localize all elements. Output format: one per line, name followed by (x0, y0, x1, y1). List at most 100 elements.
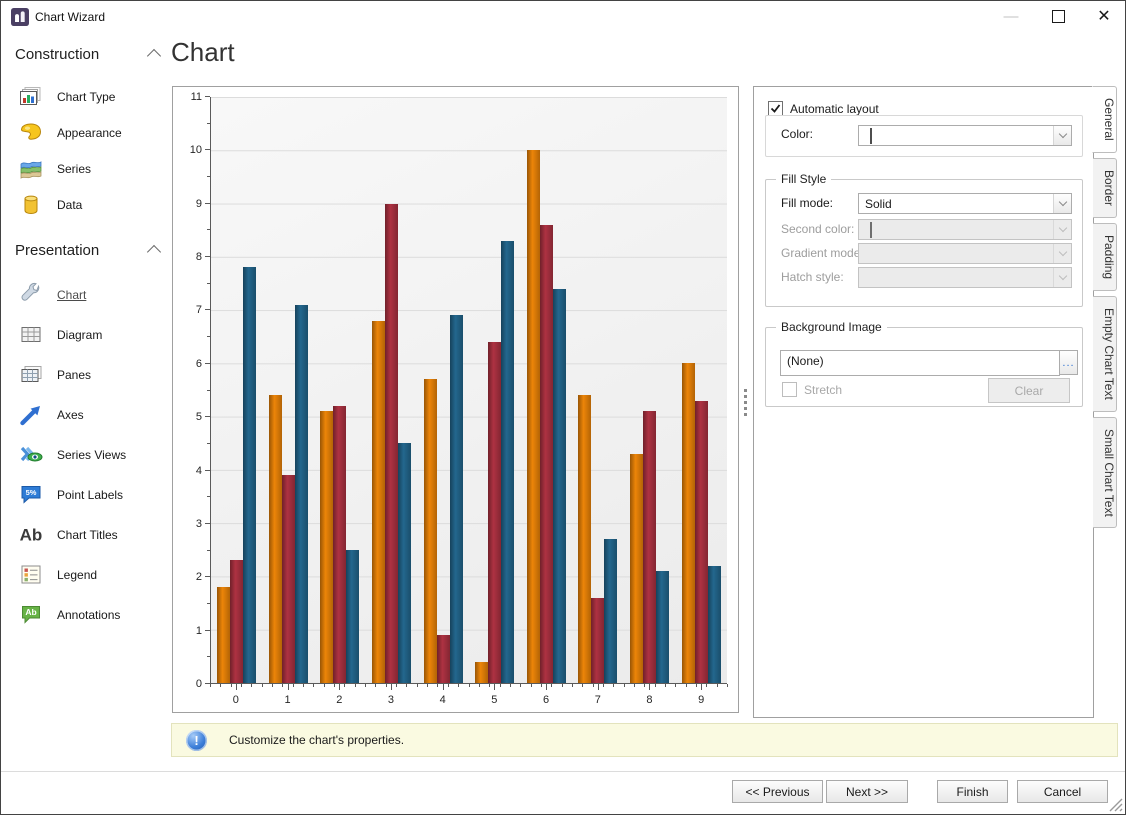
series-views-icon (20, 446, 43, 462)
category-group (314, 97, 366, 683)
y-tick-label: 5 (195, 411, 202, 424)
legend-icon (21, 565, 41, 584)
x-axis-labels: 0 1 2 3 4 5 6 7 8 9 (210, 694, 727, 710)
svg-text:Ab: Ab (25, 607, 36, 617)
sidebar-item-data[interactable]: Data (1, 187, 169, 223)
bar-orange-series (526, 150, 540, 683)
tab-small-chart-text[interactable]: Small Chart Text (1093, 416, 1117, 529)
second-color-swatch (870, 222, 872, 238)
sidebar-item-axes[interactable]: Axes (1, 395, 169, 435)
color-swatch (870, 128, 872, 144)
category-group (521, 97, 573, 683)
finish-button[interactable]: Finish (937, 780, 1008, 803)
presentation-header-label: Presentation (15, 241, 100, 259)
page-title: Chart (171, 37, 235, 67)
background-image-title: Background Image (776, 320, 887, 334)
color-label: Color: (781, 127, 814, 141)
bar-red-series (591, 597, 605, 683)
sidebar-item-annotations[interactable]: Ab Annotations (1, 595, 169, 635)
plot-frame (210, 97, 727, 684)
sidebar-item-label: Series (57, 162, 92, 176)
sidebar-item-label: Appearance (57, 126, 122, 140)
bar-orange-series (630, 453, 644, 683)
y-tick-label: 7 (195, 304, 202, 317)
sidebar-item-chart-type[interactable]: Chart Type (1, 79, 169, 115)
tab-padding[interactable]: Padding (1093, 222, 1117, 291)
sidebar-section-presentation[interactable]: Presentation (15, 237, 162, 263)
checkbox-unchecked-icon (782, 382, 797, 397)
bar-red-series (643, 411, 657, 683)
series-icon (20, 161, 42, 179)
x-tick-label: 0 (232, 694, 239, 706)
axes-icon (20, 406, 40, 426)
y-tick-label: 10 (189, 144, 202, 157)
category-group (572, 97, 624, 683)
x-tick-label: 3 (387, 694, 395, 706)
sidebar-item-series-views[interactable]: Series Views (1, 435, 169, 475)
color-dropdown[interactable] (858, 125, 1072, 146)
sidebar-item-legend[interactable]: Legend (1, 555, 169, 595)
properties-panel: Automatic layout Color: Fill Style Fill … (753, 86, 1094, 718)
wrench-icon (21, 282, 40, 301)
window-title: Chart Wizard (35, 10, 106, 24)
bar-red-series (436, 635, 450, 683)
category-group (469, 97, 521, 683)
construction-header-label: Construction (15, 45, 100, 63)
sidebar-item-chart[interactable]: Chart (1, 275, 169, 315)
x-tick-label: 8 (646, 694, 653, 706)
panes-icon (21, 366, 42, 382)
y-tick-label: 0 (195, 678, 202, 690)
previous-button[interactable]: << Previous (732, 780, 823, 803)
y-axis-ticks (204, 96, 210, 684)
y-tick-label: 3 (195, 517, 202, 530)
bar-orange-series (423, 379, 437, 683)
resize-grip[interactable] (1109, 798, 1123, 812)
bar-blue-series (501, 240, 515, 683)
svg-text:5%: 5% (26, 488, 37, 497)
background-image-field[interactable]: (None) (780, 350, 1060, 376)
y-tick-label: 4 (195, 464, 202, 477)
sidebar-item-label: Series Views (57, 448, 127, 462)
footer-separator (1, 771, 1125, 772)
background-image-group: Background Image (None) ... Stretch Clea… (765, 320, 1083, 407)
x-tick-label: 6 (543, 694, 550, 706)
maximize-button[interactable] (1041, 1, 1075, 31)
minimize-button[interactable]: — (1003, 7, 1019, 25)
automatic-layout-label: Automatic layout (790, 101, 879, 116)
tab-general[interactable]: General (1092, 86, 1117, 153)
chart-preview[interactable]: 0 1 2 3 4 5 6 7 8 9 10 11 0 1 2 3 4 5 6 7 8 9 (172, 86, 739, 713)
bar-red-series (539, 224, 553, 683)
annotations-icon: Ab (22, 606, 40, 624)
sidebar-item-series[interactable]: Series (1, 151, 169, 187)
bar-blue-series (707, 565, 721, 683)
fill-mode-value: Solid (865, 197, 892, 211)
color-frame: Color: (765, 115, 1083, 157)
fill-mode-dropdown[interactable]: Solid (858, 193, 1072, 214)
sidebar-item-diagram[interactable]: Diagram (1, 315, 169, 355)
dropdown-arrow-icon (1053, 268, 1071, 287)
bar-blue-series (294, 304, 308, 683)
next-button[interactable]: Next >> (826, 780, 908, 803)
sidebar-item-chart-titles[interactable]: Ab Chart Titles (1, 515, 169, 555)
panel-splitter[interactable] (741, 385, 749, 419)
bar-red-series (281, 475, 295, 683)
sidebar-section-construction[interactable]: Construction (15, 41, 162, 67)
x-tick-label: 7 (594, 694, 601, 706)
checkbox-checked-icon (768, 101, 783, 116)
category-group (624, 97, 676, 683)
sidebar-item-label: Chart Type (57, 90, 116, 104)
automatic-layout-checkbox[interactable]: Automatic layout (768, 101, 879, 116)
tab-empty-chart-text[interactable]: Empty Chart Text (1093, 295, 1117, 412)
fill-mode-label: Fill mode: (781, 196, 834, 210)
sidebar-item-label: Panes (57, 368, 92, 382)
sidebar-item-appearance[interactable]: Appearance (1, 115, 169, 151)
close-button[interactable]: ✕ (1097, 8, 1111, 25)
cancel-button[interactable]: Cancel (1017, 780, 1108, 803)
browse-button[interactable]: ... (1059, 350, 1078, 375)
bar-orange-series (217, 587, 231, 683)
sidebar-item-panes[interactable]: Panes (1, 355, 169, 395)
tab-border[interactable]: Border (1093, 157, 1117, 218)
dropdown-arrow-icon (1053, 194, 1071, 213)
y-tick-label: 11 (190, 91, 202, 103)
sidebar-item-point-labels[interactable]: 5% Point Labels (1, 475, 169, 515)
